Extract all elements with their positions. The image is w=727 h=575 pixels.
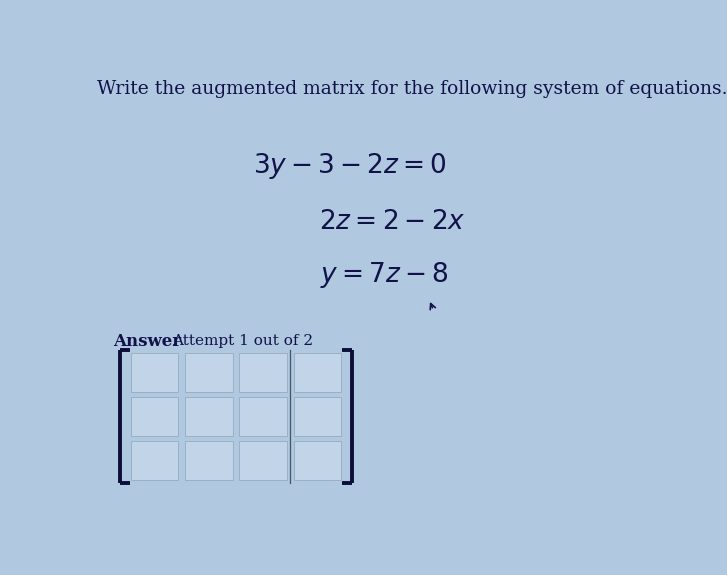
Bar	[294, 353, 341, 392]
Text: Answer: Answer	[113, 333, 182, 350]
Text: Write the augmented matrix for the following system of equations.: Write the augmented matrix for the follo…	[97, 80, 727, 98]
Bar	[294, 397, 341, 436]
Bar	[131, 353, 178, 392]
Bar	[131, 397, 178, 436]
Bar	[294, 442, 341, 480]
Bar	[131, 442, 178, 480]
Text: Attempt 1 out of 2: Attempt 1 out of 2	[172, 334, 313, 348]
Bar	[239, 442, 287, 480]
Text: $2z = 2 - 2x$: $2z = 2 - 2x$	[319, 209, 466, 234]
Bar	[239, 397, 287, 436]
Bar	[185, 442, 233, 480]
Text: $y = 7z - 8$: $y = 7z - 8$	[320, 260, 448, 290]
Bar	[239, 353, 287, 392]
Text: $3y - 3 - 2z = 0$: $3y - 3 - 2z = 0$	[253, 151, 447, 181]
Bar	[185, 353, 233, 392]
Bar	[185, 397, 233, 436]
